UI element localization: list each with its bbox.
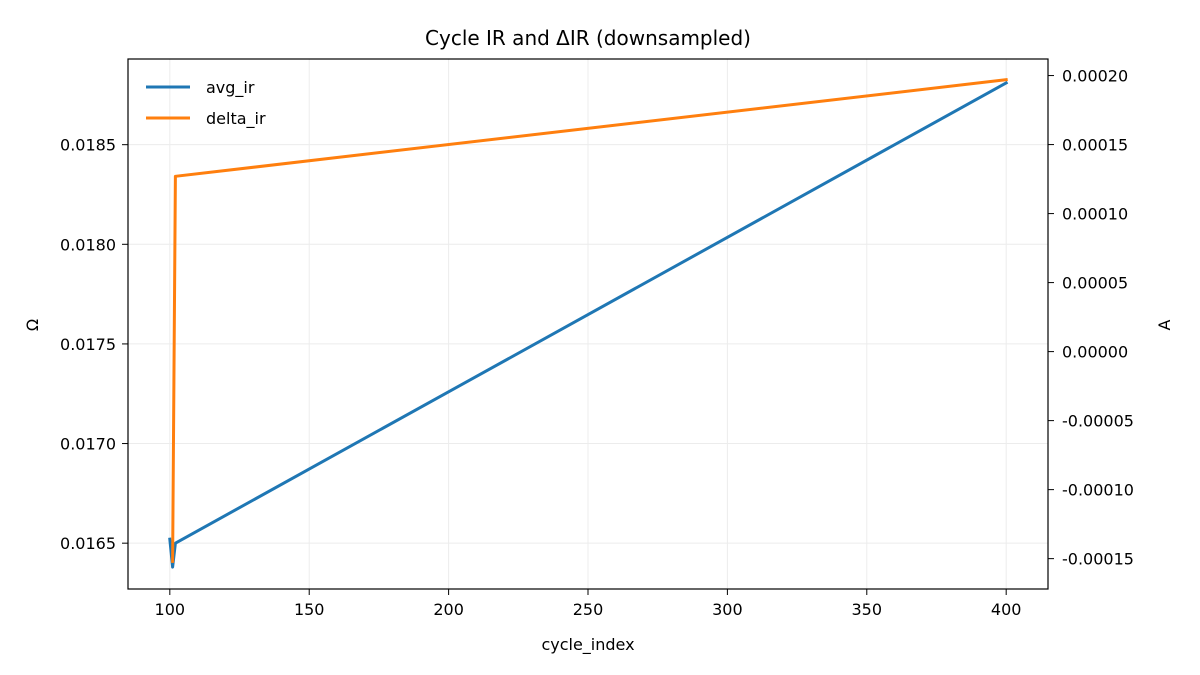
- y-right-tick-label: 0.00020: [1062, 67, 1128, 86]
- y-left-tick-label: 0.0175: [60, 335, 116, 354]
- legend-label: delta_ir: [206, 109, 266, 129]
- chart-title: Cycle IR and ΔIR (downsampled): [425, 26, 751, 50]
- legend: avg_ir delta_ir: [146, 78, 266, 129]
- y-left-tick-label: 0.0170: [60, 435, 116, 454]
- x-tick-label: 100: [155, 600, 186, 619]
- series-lines: [168, 78, 1009, 569]
- y-right-tick-label: -0.00010: [1062, 481, 1134, 500]
- x-axis-label: cycle_index: [541, 635, 634, 655]
- y-left-tick-label: 0.0165: [60, 534, 116, 553]
- y-right-tick-label: 0.00015: [1062, 136, 1128, 155]
- grid-lines: [128, 59, 1048, 589]
- y-left-tick-label: 0.0180: [60, 235, 116, 254]
- y-right-tick-label: -0.00005: [1062, 412, 1134, 431]
- y-left-axis-label: Ω: [23, 319, 42, 331]
- x-tick-label: 200: [433, 600, 464, 619]
- y-right-axis-ticks: -0.00015 -0.00010 -0.00005 0.00000 0.00005 0.…: [1048, 67, 1134, 569]
- y-left-tick-label: 0.0185: [60, 136, 116, 155]
- y-right-tick-label: 0.00000: [1062, 343, 1128, 362]
- x-axis-ticks: 100 150 200 250 300 350 400: [155, 589, 1022, 619]
- y-right-axis-label: A: [1155, 319, 1174, 330]
- x-tick-label: 350: [852, 600, 883, 619]
- x-tick-label: 300: [712, 600, 743, 619]
- series-line-delta-ir: [171, 78, 1008, 563]
- x-tick-label: 150: [294, 600, 325, 619]
- y-right-tick-label: 0.00005: [1062, 274, 1128, 293]
- y-right-tick-label: 0.00010: [1062, 205, 1128, 224]
- y-right-tick-label: -0.00015: [1062, 550, 1134, 569]
- x-tick-label: 250: [573, 600, 604, 619]
- legend-label: avg_ir: [206, 78, 255, 98]
- y-left-axis-ticks: 0.0165 0.0170 0.0175 0.0180 0.0185: [60, 136, 128, 553]
- x-tick-label: 400: [991, 600, 1022, 619]
